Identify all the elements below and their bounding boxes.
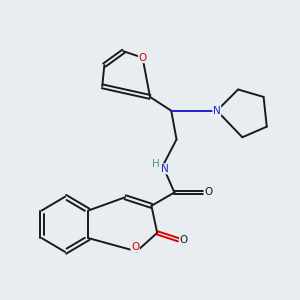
Text: O: O [131,242,139,252]
Text: N: N [161,164,169,174]
Text: O: O [138,52,147,63]
Text: O: O [204,188,213,197]
Text: H: H [152,159,160,170]
Text: N: N [213,106,221,116]
Text: O: O [180,235,188,245]
